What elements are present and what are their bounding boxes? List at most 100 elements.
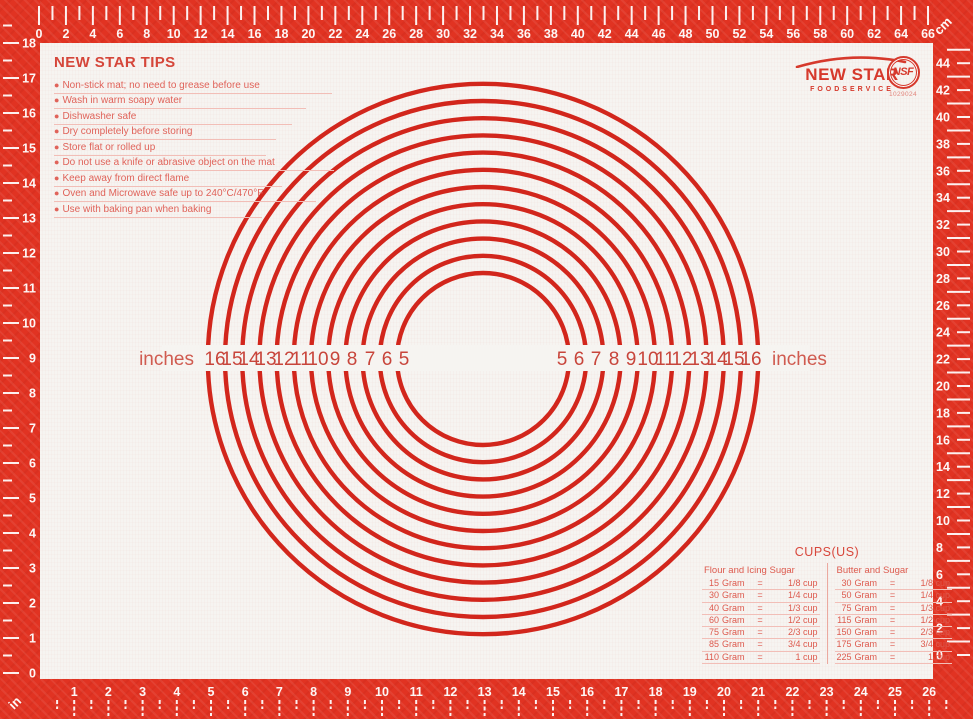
conversion-cell-u: Gram xyxy=(722,578,745,588)
conversion-row: 40 Gram = 1/3 cup xyxy=(702,603,820,615)
num-right-38: 38 xyxy=(936,137,950,151)
tip-text: Wash in warm soapy water xyxy=(62,95,183,106)
circle-label-right-16: 16 xyxy=(740,349,761,370)
conversion-cell-g: 85 xyxy=(708,639,719,650)
num-top-64: 64 xyxy=(894,27,908,41)
num-bottom-26: 26 xyxy=(922,685,936,699)
tip-item-2: ● Wash in warm soapy water xyxy=(54,95,306,109)
num-right-18: 18 xyxy=(936,406,950,420)
num-top-50: 50 xyxy=(706,27,720,41)
tip-text: Oven and Microwave safe up to 240°C/470°… xyxy=(62,188,264,199)
conversion-cell-g: 150 xyxy=(836,627,852,638)
conversion-table-title: CUPS(US) xyxy=(794,545,860,559)
ruler-band-top xyxy=(0,0,973,43)
num-left-4: 4 xyxy=(29,527,36,541)
num-bottom-25: 25 xyxy=(888,685,902,699)
conversion-cell-eq: = xyxy=(757,627,763,638)
conversion-cell-u: Gram xyxy=(854,578,878,588)
brand-subtitle: FOODSERVICE xyxy=(810,86,894,93)
circle-label-left-7: 7 xyxy=(365,349,376,370)
num-right-0: 0 xyxy=(936,649,943,663)
conversion-cell-u: Gram xyxy=(854,602,878,613)
conversion-row: 75 Gram = 2/3 cup xyxy=(702,627,820,640)
num-left-18: 18 xyxy=(22,37,36,51)
num-left-14: 14 xyxy=(22,177,36,191)
num-right-24: 24 xyxy=(936,326,950,340)
num-bottom-16: 16 xyxy=(580,685,594,699)
tip-text: Non-stick mat; no need to grease before … xyxy=(62,79,260,91)
circle-label-left-6: 6 xyxy=(382,349,393,370)
conversion-row: 60 Gram = 1/2 cup xyxy=(702,614,820,628)
tip-text: Dishwasher safe xyxy=(62,110,137,122)
circle-label-right-7: 7 xyxy=(591,349,602,370)
brand-name: NEW STAR xyxy=(805,65,899,84)
conversion-cell-eq: = xyxy=(757,614,763,625)
num-left-5: 5 xyxy=(29,492,36,506)
num-top-44: 44 xyxy=(625,27,639,41)
num-bottom-14: 14 xyxy=(512,685,526,699)
num-top-62: 62 xyxy=(867,27,881,41)
circle-label-left-15: 15 xyxy=(221,349,242,370)
circle-label-right-8: 8 xyxy=(609,349,620,370)
num-top-58: 58 xyxy=(813,27,827,41)
nsf-badge-number: 1029024 xyxy=(888,91,918,98)
circle-label-left-13: 13 xyxy=(255,349,276,370)
conversion-cell-u: Gram xyxy=(854,651,878,662)
conversion-cell-c: 1/4 cup xyxy=(787,590,818,601)
num-bottom-21: 21 xyxy=(751,685,765,699)
conversion-cell-u: Gram xyxy=(854,639,878,650)
tip-item-6: ● Do not use a knife or abrasive object o… xyxy=(54,157,334,171)
num-bottom-23: 23 xyxy=(820,685,834,699)
bullet-icon: ● xyxy=(54,188,60,198)
conversion-cell-u: Gram xyxy=(722,614,745,625)
conversion-cell-eq: = xyxy=(889,590,896,601)
num-top-8: 8 xyxy=(143,27,150,41)
num-left-15: 15 xyxy=(22,142,36,156)
conversion-cell-c: 1 cup xyxy=(795,651,818,662)
num-bottom-15: 15 xyxy=(546,685,560,699)
bullet-icon: ● xyxy=(54,95,60,105)
conversion-cell-eq: = xyxy=(889,614,896,625)
conversion-cell-g: 110 xyxy=(704,651,719,662)
tip-text: Dry completely before storing xyxy=(62,126,193,137)
conversion-column-1: Flour and Icing Sugar 15 Gram = 1/8 cup 30 Gra… xyxy=(702,563,820,665)
conversion-cell-eq: = xyxy=(889,651,896,662)
num-left-10: 10 xyxy=(22,317,36,331)
num-right-10: 10 xyxy=(936,514,950,528)
num-top-66: 66 xyxy=(921,27,935,41)
num-top-60: 60 xyxy=(840,27,854,41)
num-top-24: 24 xyxy=(355,27,369,41)
num-right-22: 22 xyxy=(936,353,950,367)
conversion-row: 225 Gram = 1 cup xyxy=(834,651,952,665)
bullet-icon: ● xyxy=(54,110,60,121)
conversion-row: 110 Gram = 1 cup xyxy=(702,651,820,665)
tip-item-5: ● Store flat or rolled up xyxy=(54,141,266,156)
ruler-band-bottom xyxy=(0,679,973,719)
num-left-1: 1 xyxy=(29,632,36,646)
bullet-icon: ● xyxy=(54,141,60,152)
conversion-table: CUPS(US) Flour and Icing Sugar 15 Gram = 1/8… xyxy=(702,545,952,665)
num-top-40: 40 xyxy=(571,27,585,41)
num-right-30: 30 xyxy=(936,245,950,259)
circle-label-right-6: 6 xyxy=(574,349,585,370)
conversion-cell-g: 30 xyxy=(841,578,852,588)
num-top-54: 54 xyxy=(759,27,773,41)
num-bottom-10: 10 xyxy=(375,685,389,699)
conversion-cell-c: 1/4 cup xyxy=(920,590,950,601)
bullet-icon: ● xyxy=(54,157,60,167)
conversion-cell-c: 1/8 cup xyxy=(787,578,818,588)
conversion-cell-c: 1/8 cup xyxy=(920,578,950,588)
nsf-badge-text: NSF xyxy=(892,66,914,78)
conversion-cell-eq: = xyxy=(757,651,763,662)
num-bottom-8: 8 xyxy=(310,685,317,699)
num-bottom-12: 12 xyxy=(443,685,457,699)
conversion-cell-g: 175 xyxy=(836,639,852,650)
circle-label-left-8: 8 xyxy=(347,349,358,370)
num-bottom-3: 3 xyxy=(139,685,146,699)
conversion-cell-c: 1/2 cup xyxy=(920,614,950,625)
conversion-cell-g: 75 xyxy=(708,627,719,638)
conversion-cell-u: Gram xyxy=(854,590,878,601)
conversion-cell-u: Gram xyxy=(722,602,745,613)
